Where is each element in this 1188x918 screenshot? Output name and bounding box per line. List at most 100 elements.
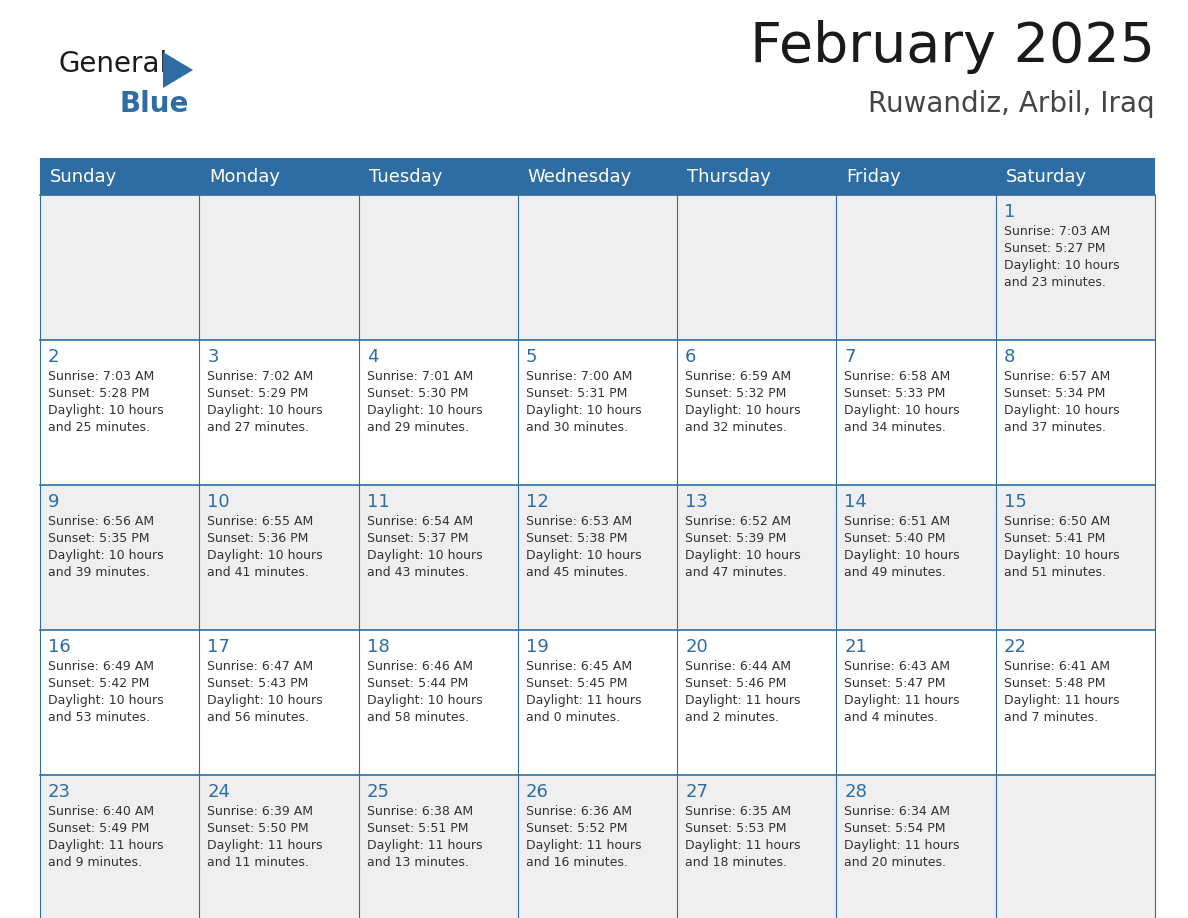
Bar [836,630,996,775]
Text: Daylight: 10 hours: Daylight: 10 hours [367,404,482,417]
Bar [996,340,1155,485]
Bar [518,630,677,775]
Text: Sunset: 5:48 PM: Sunset: 5:48 PM [1004,677,1105,690]
Text: Sunset: 5:28 PM: Sunset: 5:28 PM [48,387,150,400]
Text: Daylight: 11 hours: Daylight: 11 hours [845,839,960,852]
Text: 26: 26 [526,783,549,801]
Text: 28: 28 [845,783,867,801]
Text: Sunday: Sunday [50,167,118,185]
Text: and 37 minutes.: and 37 minutes. [1004,421,1106,434]
Text: Daylight: 10 hours: Daylight: 10 hours [1004,404,1119,417]
Text: Sunrise: 6:55 AM: Sunrise: 6:55 AM [207,515,314,528]
Text: Daylight: 11 hours: Daylight: 11 hours [207,839,323,852]
Text: Daylight: 11 hours: Daylight: 11 hours [367,839,482,852]
Text: Sunrise: 6:36 AM: Sunrise: 6:36 AM [526,805,632,818]
Text: Sunset: 5:49 PM: Sunset: 5:49 PM [48,822,150,835]
Text: 11: 11 [367,493,390,511]
Text: and 32 minutes.: and 32 minutes. [685,421,786,434]
Bar [40,485,200,630]
Bar [518,775,677,918]
Text: Sunrise: 6:35 AM: Sunrise: 6:35 AM [685,805,791,818]
Text: and 0 minutes.: and 0 minutes. [526,711,620,724]
Text: Daylight: 10 hours: Daylight: 10 hours [48,549,164,562]
Text: Daylight: 11 hours: Daylight: 11 hours [845,694,960,707]
Text: Sunset: 5:52 PM: Sunset: 5:52 PM [526,822,627,835]
Text: Daylight: 11 hours: Daylight: 11 hours [48,839,164,852]
Text: Daylight: 10 hours: Daylight: 10 hours [685,549,801,562]
Bar [518,340,677,485]
Text: 1: 1 [1004,203,1015,221]
Bar [40,195,200,340]
Text: Daylight: 11 hours: Daylight: 11 hours [526,839,642,852]
Text: Sunrise: 6:39 AM: Sunrise: 6:39 AM [207,805,314,818]
Text: Sunset: 5:42 PM: Sunset: 5:42 PM [48,677,150,690]
Text: Daylight: 11 hours: Daylight: 11 hours [526,694,642,707]
Text: Sunset: 5:43 PM: Sunset: 5:43 PM [207,677,309,690]
Text: Sunset: 5:32 PM: Sunset: 5:32 PM [685,387,786,400]
Text: Daylight: 10 hours: Daylight: 10 hours [845,404,960,417]
Text: Sunset: 5:36 PM: Sunset: 5:36 PM [207,532,309,545]
Bar [40,630,200,775]
Bar [518,485,677,630]
Text: Tuesday: Tuesday [368,167,442,185]
Text: and 58 minutes.: and 58 minutes. [367,711,469,724]
Bar [200,340,359,485]
Text: Daylight: 10 hours: Daylight: 10 hours [1004,549,1119,562]
Text: Sunrise: 6:51 AM: Sunrise: 6:51 AM [845,515,950,528]
Bar [359,195,518,340]
Text: and 27 minutes.: and 27 minutes. [207,421,309,434]
Text: Sunset: 5:40 PM: Sunset: 5:40 PM [845,532,946,545]
Bar [359,630,518,775]
Text: Sunrise: 6:52 AM: Sunrise: 6:52 AM [685,515,791,528]
Text: and 11 minutes.: and 11 minutes. [207,856,309,869]
Bar [40,340,200,485]
Text: 23: 23 [48,783,71,801]
Text: Sunrise: 6:56 AM: Sunrise: 6:56 AM [48,515,154,528]
Text: 13: 13 [685,493,708,511]
Text: Sunset: 5:33 PM: Sunset: 5:33 PM [845,387,946,400]
Text: Sunset: 5:51 PM: Sunset: 5:51 PM [367,822,468,835]
Text: Daylight: 10 hours: Daylight: 10 hours [845,549,960,562]
Text: and 49 minutes.: and 49 minutes. [845,566,947,579]
Bar [677,485,836,630]
Text: Saturday: Saturday [1006,167,1087,185]
Text: and 39 minutes.: and 39 minutes. [48,566,150,579]
Bar [836,195,996,340]
Text: Sunrise: 7:02 AM: Sunrise: 7:02 AM [207,370,314,383]
Text: Daylight: 10 hours: Daylight: 10 hours [207,549,323,562]
Text: Sunrise: 7:03 AM: Sunrise: 7:03 AM [48,370,154,383]
Text: 15: 15 [1004,493,1026,511]
Text: General: General [58,50,168,78]
Bar [677,630,836,775]
Text: 22: 22 [1004,638,1026,656]
Bar [200,195,359,340]
Text: Sunrise: 6:38 AM: Sunrise: 6:38 AM [367,805,473,818]
Bar [677,340,836,485]
Text: Sunset: 5:41 PM: Sunset: 5:41 PM [1004,532,1105,545]
Text: Daylight: 10 hours: Daylight: 10 hours [207,694,323,707]
Bar [996,485,1155,630]
Text: Sunset: 5:46 PM: Sunset: 5:46 PM [685,677,786,690]
Text: Sunrise: 6:45 AM: Sunrise: 6:45 AM [526,660,632,673]
Text: 27: 27 [685,783,708,801]
Text: Sunrise: 7:01 AM: Sunrise: 7:01 AM [367,370,473,383]
Text: Sunrise: 6:46 AM: Sunrise: 6:46 AM [367,660,473,673]
Text: Sunset: 5:44 PM: Sunset: 5:44 PM [367,677,468,690]
Text: and 34 minutes.: and 34 minutes. [845,421,947,434]
Text: and 53 minutes.: and 53 minutes. [48,711,150,724]
Bar [359,485,518,630]
Text: Sunrise: 6:47 AM: Sunrise: 6:47 AM [207,660,314,673]
Text: 25: 25 [367,783,390,801]
Text: Daylight: 11 hours: Daylight: 11 hours [1004,694,1119,707]
Text: Sunrise: 6:53 AM: Sunrise: 6:53 AM [526,515,632,528]
Text: Ruwandiz, Arbil, Iraq: Ruwandiz, Arbil, Iraq [868,90,1155,118]
Text: Sunrise: 7:03 AM: Sunrise: 7:03 AM [1004,225,1110,238]
Text: Sunrise: 6:58 AM: Sunrise: 6:58 AM [845,370,950,383]
Text: 8: 8 [1004,348,1015,366]
Text: 20: 20 [685,638,708,656]
Text: and 2 minutes.: and 2 minutes. [685,711,779,724]
Text: February 2025: February 2025 [750,20,1155,74]
Text: Sunset: 5:45 PM: Sunset: 5:45 PM [526,677,627,690]
Text: Sunrise: 6:50 AM: Sunrise: 6:50 AM [1004,515,1110,528]
Text: Sunrise: 6:54 AM: Sunrise: 6:54 AM [367,515,473,528]
